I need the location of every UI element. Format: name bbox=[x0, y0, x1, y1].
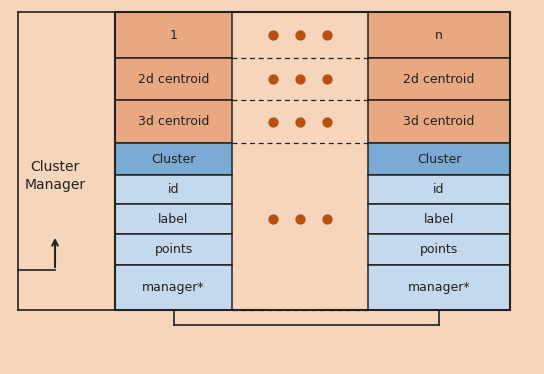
Point bbox=[268, 32, 277, 38]
Bar bbox=[115, 143, 232, 175]
Point bbox=[295, 32, 304, 38]
Bar bbox=[368, 12, 510, 58]
Text: manager*: manager* bbox=[142, 281, 205, 294]
Point bbox=[323, 119, 331, 125]
Bar bbox=[368, 234, 510, 265]
Bar bbox=[115, 58, 232, 100]
Bar bbox=[368, 265, 510, 310]
Point bbox=[323, 216, 331, 222]
Bar bbox=[368, 143, 510, 175]
Text: Cluster: Cluster bbox=[417, 153, 461, 166]
Bar bbox=[115, 175, 232, 204]
Text: 3d centroid: 3d centroid bbox=[403, 115, 475, 128]
Bar bbox=[368, 58, 510, 100]
Text: label: label bbox=[424, 212, 454, 226]
Text: id: id bbox=[433, 183, 445, 196]
Text: label: label bbox=[158, 212, 189, 226]
Text: 3d centroid: 3d centroid bbox=[138, 115, 209, 128]
Text: 1: 1 bbox=[170, 28, 177, 42]
Point bbox=[295, 216, 304, 222]
Bar bbox=[115, 265, 232, 310]
Point bbox=[323, 76, 331, 82]
Bar bbox=[368, 100, 510, 143]
Bar bbox=[115, 12, 510, 310]
Text: Cluster: Cluster bbox=[151, 153, 196, 166]
Text: points: points bbox=[420, 243, 458, 256]
Text: points: points bbox=[154, 243, 193, 256]
Text: id: id bbox=[168, 183, 180, 196]
Bar bbox=[115, 12, 232, 58]
Text: 2d centroid: 2d centroid bbox=[403, 73, 475, 86]
Point bbox=[295, 76, 304, 82]
Bar bbox=[115, 234, 232, 265]
Text: manager*: manager* bbox=[407, 281, 471, 294]
Bar bbox=[115, 204, 232, 234]
Bar bbox=[115, 100, 232, 143]
Bar bbox=[368, 175, 510, 204]
Text: n: n bbox=[435, 28, 443, 42]
Bar bbox=[232, 12, 368, 310]
Point bbox=[268, 216, 277, 222]
Bar bbox=[368, 204, 510, 234]
Point bbox=[268, 76, 277, 82]
Text: 2d centroid: 2d centroid bbox=[138, 73, 209, 86]
Point bbox=[268, 119, 277, 125]
Point bbox=[323, 32, 331, 38]
Point bbox=[295, 119, 304, 125]
Text: Cluster
Manager: Cluster Manager bbox=[24, 160, 85, 192]
